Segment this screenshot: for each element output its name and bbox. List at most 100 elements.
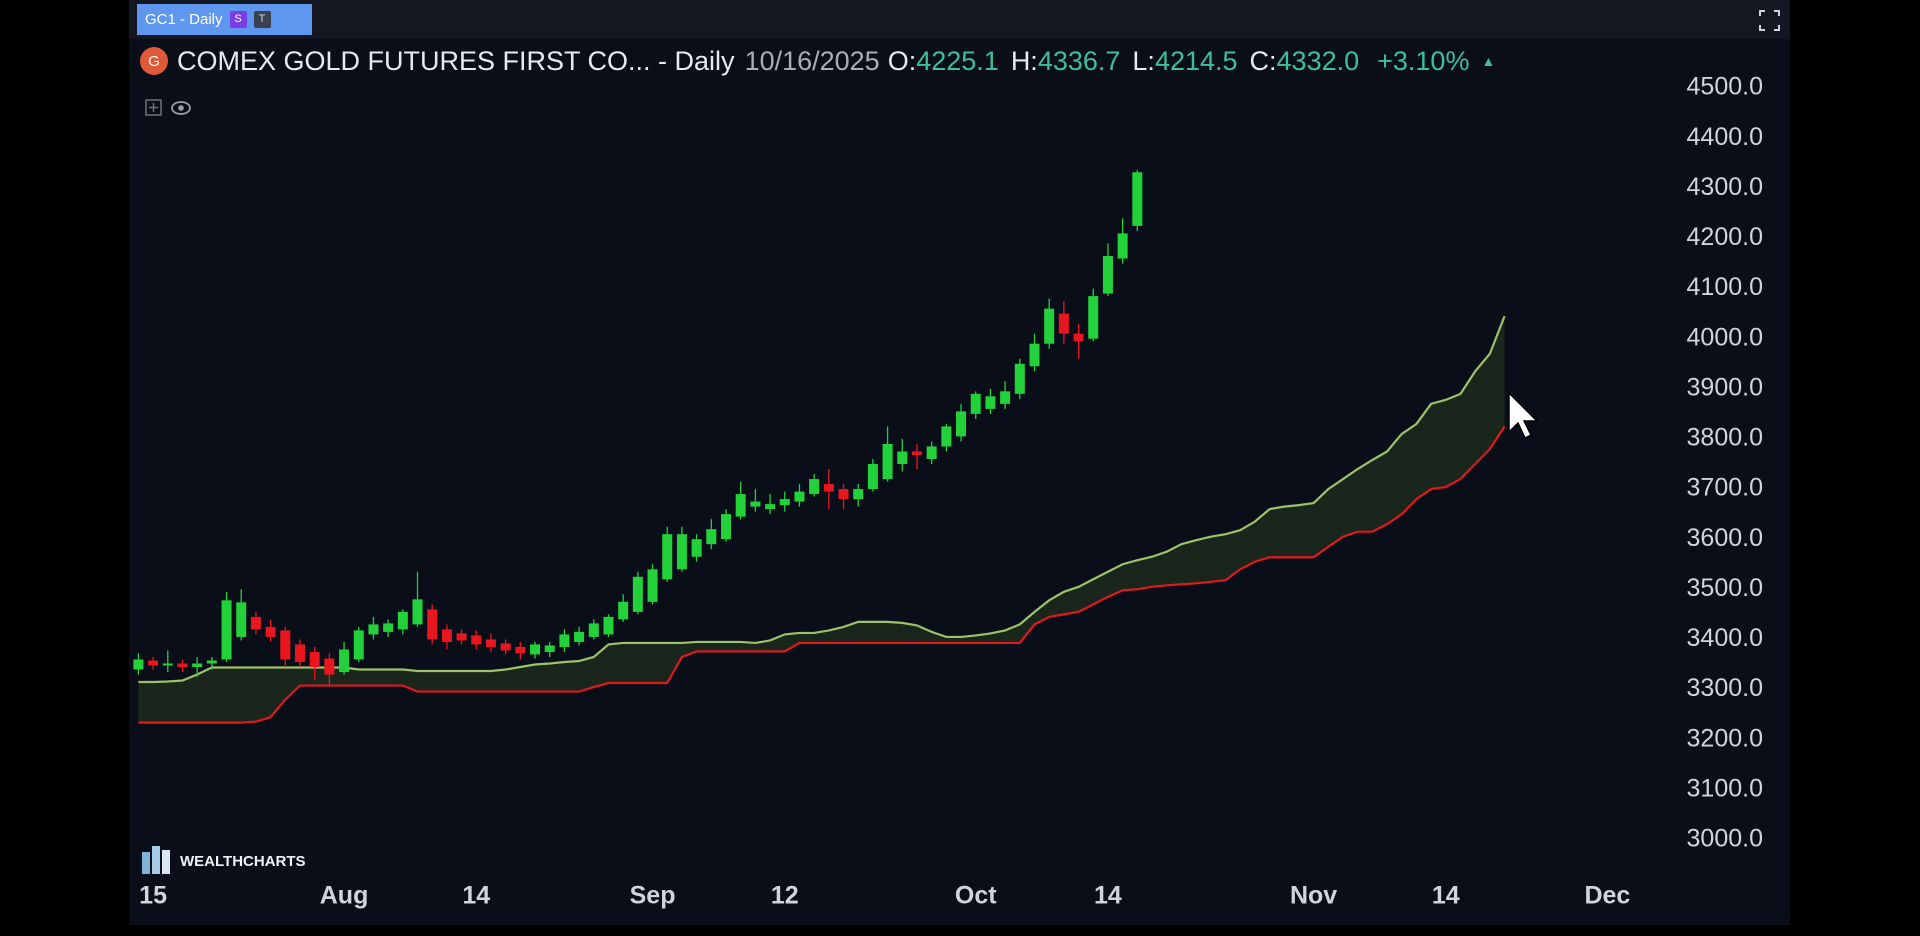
candle-body [1132, 172, 1143, 226]
mouse-cursor [1508, 391, 1539, 440]
fullscreen-corners [1759, 10, 1780, 31]
candle-body [162, 663, 173, 666]
high-value: 4336.7 [1037, 45, 1121, 76]
candle-body [574, 631, 585, 642]
candle-body [471, 635, 482, 645]
candle-body [236, 602, 247, 637]
candle-body [280, 630, 291, 660]
plot-area: 3000.0 3100.0 3200.0 3300.0 3400.0 3500.0 3600… [133, 73, 1763, 910]
candle-body [1000, 391, 1011, 404]
open-value: 4225.1 [916, 45, 999, 76]
top-bar [129, 0, 1790, 39]
close-label: C: [1249, 45, 1277, 76]
y-tick-label: 4100.0 [1687, 273, 1763, 301]
y-tick-label: 4000.0 [1687, 323, 1763, 351]
candle-body [794, 491, 805, 502]
candle-body [353, 630, 364, 660]
candle-body [544, 645, 555, 652]
y-tick-label: 4500.0 [1687, 73, 1763, 101]
candle-body [662, 534, 673, 580]
candle-body [1117, 233, 1128, 259]
brand-logo: WEALTHCHARTS [142, 846, 306, 874]
tab-title: GC1 - Daily [145, 11, 223, 28]
candle-body [427, 609, 438, 640]
candle-body [530, 644, 541, 655]
candle-body [985, 396, 996, 409]
candle-body [456, 633, 467, 641]
candle-body [397, 611, 408, 630]
candle-body [339, 649, 350, 673]
candle-body [603, 616, 614, 635]
candle-body [765, 504, 776, 510]
candle-body [735, 494, 746, 517]
candle-body [294, 644, 305, 662]
candle-body [911, 451, 922, 455]
low-label: L: [1132, 45, 1155, 76]
candle-body [1044, 308, 1055, 344]
badge-s[interactable]: S [229, 11, 247, 28]
candle-body [588, 623, 599, 637]
candle-body [632, 576, 643, 612]
change-arrow: ▲ [1481, 53, 1496, 69]
brand-name: WEALTHCHARTS [180, 853, 306, 870]
candle-body [970, 393, 981, 414]
candle-body [779, 499, 790, 506]
candle-body [309, 651, 320, 667]
add-indicator-icon[interactable] [145, 99, 162, 116]
chart-title: COMEX GOLD FUTURES FIRST CO... - Daily [177, 45, 735, 76]
date: 10/16/2025 [744, 45, 880, 76]
chart-header: G COMEX GOLD FUTURES FIRST CO... - Daily… [140, 43, 1495, 79]
candle-body [809, 479, 820, 495]
candle-body [383, 623, 394, 632]
candle-body [941, 426, 952, 447]
candle-body [823, 484, 834, 492]
candle-body [691, 539, 702, 557]
candle-body [368, 624, 379, 635]
candle-body [559, 634, 570, 647]
chart-tab[interactable]: GC1 - Daily S T [137, 4, 312, 35]
cloud-line [138, 425, 1506, 724]
candle-body [221, 600, 232, 660]
chart-panel [129, 0, 1790, 925]
candle-body [926, 446, 937, 459]
x-tick-label: 14 [462, 882, 490, 910]
x-tick-label: 14 [1432, 882, 1460, 910]
y-tick-label: 3700.0 [1687, 474, 1763, 502]
candle-body [1058, 313, 1069, 334]
candle-body [485, 639, 496, 647]
x-tick-label: Aug [320, 882, 369, 910]
badge-t[interactable]: T [253, 11, 271, 28]
logo-bar [162, 850, 170, 874]
high-label: H: [1010, 45, 1038, 76]
candle-body [1102, 256, 1113, 294]
x-tick-label: Nov [1290, 882, 1337, 910]
logo-bar [152, 846, 160, 874]
candle-body [1029, 343, 1040, 367]
y-tick-label: 4300.0 [1687, 173, 1763, 201]
candle-body [500, 643, 511, 651]
x-tick-label: 15 [139, 882, 167, 910]
visibility-icon[interactable] [171, 101, 191, 115]
y-tick-label: 3800.0 [1687, 424, 1763, 452]
cloud-fill [138, 316, 1505, 723]
x-tick-label: 12 [771, 882, 799, 910]
candle-body [265, 626, 276, 637]
logo-bar [142, 852, 150, 874]
candle-body [647, 569, 658, 602]
candle-body [721, 514, 731, 540]
x-tick-label: 14 [1094, 882, 1122, 910]
y-tick-label: 3200.0 [1687, 724, 1763, 752]
add-indicator-plus [149, 103, 158, 112]
y-tick-label: 3400.0 [1687, 624, 1763, 652]
y-tick-label: 4200.0 [1687, 223, 1763, 251]
candle-body [412, 599, 423, 625]
x-tick-label: Sep [630, 882, 676, 910]
fullscreen-icon[interactable] [1759, 10, 1780, 31]
y-tick-label: 3900.0 [1687, 373, 1763, 401]
y-tick-label: 3500.0 [1687, 574, 1763, 602]
y-tick-label: 3100.0 [1687, 774, 1763, 802]
candle-body [1073, 333, 1084, 342]
candle-body [1014, 363, 1025, 394]
